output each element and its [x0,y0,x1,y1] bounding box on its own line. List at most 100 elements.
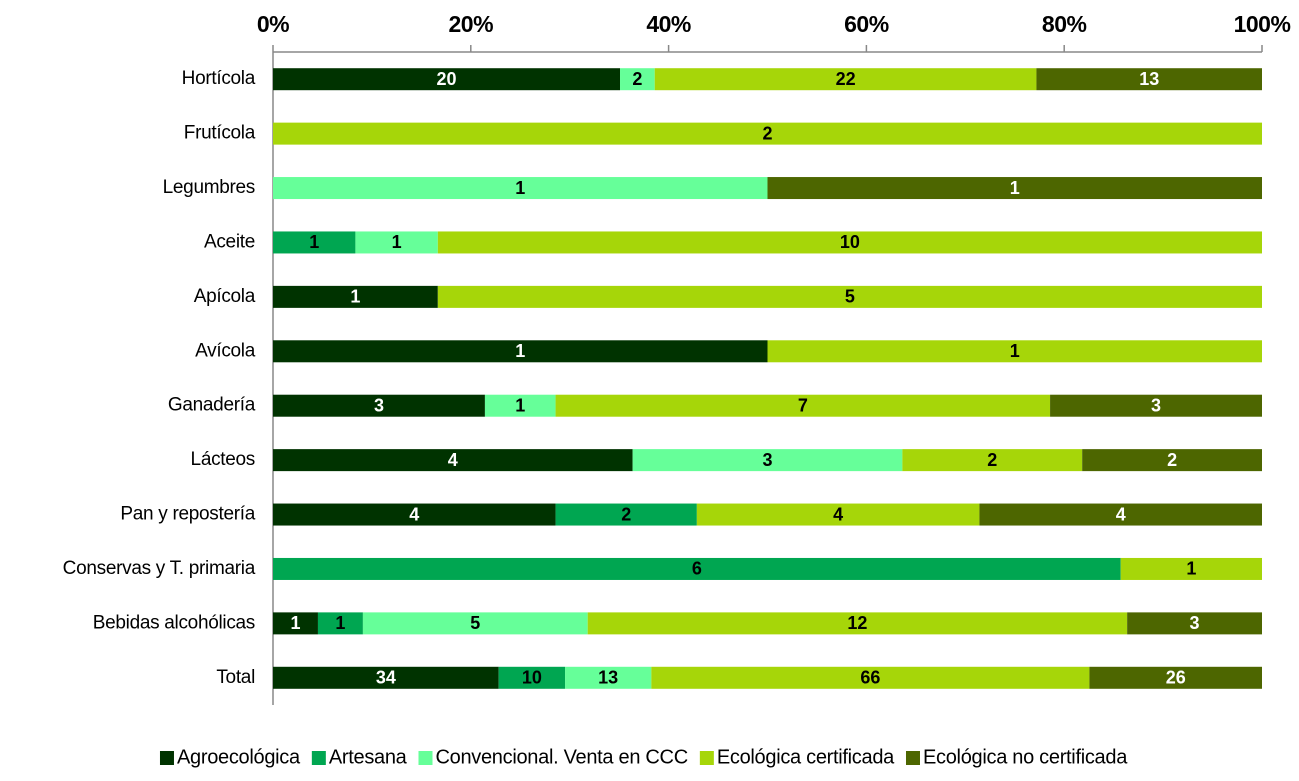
legend-swatch [418,751,433,765]
y-tick-label: Ganadería [168,395,256,416]
bar-segment [273,557,1121,580]
bar-segment [273,285,438,308]
data-label: 5 [845,287,855,307]
data-label: 1 [392,232,402,252]
x-tick-label: 40% [646,11,691,37]
bar-segment [1082,449,1262,472]
bar-segment [273,612,318,635]
legend-swatch [699,751,714,765]
bar-segment [902,449,1083,472]
data-label: 26 [1166,668,1186,688]
bar-segment [1089,666,1262,689]
legend-label: Ecológica certificada [717,746,895,768]
data-label: 5 [470,613,480,633]
x-tick-label: 100% [1234,11,1291,37]
data-label: 4 [448,450,458,470]
bar-segment [651,666,1090,689]
bar-segment [498,666,566,689]
data-label: 2 [762,123,772,143]
bar-segment [317,612,363,635]
data-label: 12 [847,613,867,633]
bar-segment [484,394,556,417]
bar-segment [273,68,621,91]
y-tick-label: Hortícola [182,68,256,89]
legend-label: Ecológica no certificada [923,746,1128,768]
data-label: 34 [376,668,396,688]
y-tick-label: Conservas y T. primaria [63,558,256,579]
x-tick-label: 60% [844,11,889,37]
data-label: 4 [833,504,843,524]
bar-segment [273,340,768,363]
bar-segment [437,231,1262,254]
data-label: 3 [1151,395,1161,415]
bar-segment [1036,68,1262,91]
data-label: 2 [1167,450,1177,470]
bar-segment [273,231,356,254]
data-label: 22 [836,69,856,89]
legend-label: Agroecológica [177,746,301,768]
bar-segment [654,68,1037,91]
data-label: 66 [860,668,880,688]
bar-segment [696,503,980,526]
bar-segment [273,394,485,417]
data-label: 1 [290,613,300,633]
x-tick-label: 80% [1042,11,1087,37]
data-label: 6 [692,559,702,579]
bar-segment [767,340,1262,363]
bar-segment [437,285,1262,308]
bar-segment [555,394,1051,417]
y-tick-label: Avícola [195,340,256,361]
legend-swatch [159,751,174,765]
bar-segment [273,177,768,200]
bar-segment [362,612,588,635]
bar-segment [1050,394,1262,417]
bar-segment [355,231,438,254]
y-tick-label: Pan y repostería [120,504,255,525]
bar-segment [273,122,1262,145]
legend-swatch [311,751,326,765]
data-label: 1 [515,341,525,361]
legend-label: Artesana [329,746,408,768]
data-label: 4 [409,504,419,524]
bar-segment [767,177,1262,200]
data-label: 7 [798,395,808,415]
data-label: 1 [350,287,360,307]
data-label: 1 [1010,341,1020,361]
x-tick-label: 0% [257,11,289,37]
data-label: 1 [335,613,345,633]
data-label: 1 [515,178,525,198]
bar-segment [620,68,655,91]
bar-segment [565,666,652,689]
data-label: 3 [762,450,772,470]
legend-swatch [905,751,920,765]
data-label: 4 [1116,504,1126,524]
y-tick-label: Total [216,667,255,688]
data-label: 1 [515,395,525,415]
data-label: 2 [987,450,997,470]
x-tick-label: 20% [449,11,494,37]
bar-segment [632,449,903,472]
bar-segment [273,666,499,689]
data-label: 3 [374,395,384,415]
bar-segment [273,449,633,472]
data-label: 3 [1190,613,1200,633]
bar-segment [555,503,697,526]
data-label: 1 [1010,178,1020,198]
bar-segment [979,503,1262,526]
y-tick-label: Legumbres [163,177,255,198]
data-label: 2 [632,69,642,89]
bar-segment [1127,612,1262,635]
bar-segment [587,612,1128,635]
y-tick-label: Frutícola [184,123,256,144]
data-label: 1 [1186,559,1196,579]
y-tick-label: Lácteos [191,449,255,470]
bar-segment [273,503,556,526]
data-label: 2 [621,504,631,524]
data-label: 10 [522,668,542,688]
y-tick-label: Aceite [204,231,255,252]
data-label: 1 [309,232,319,252]
data-label: 10 [840,232,860,252]
data-label: 13 [598,668,618,688]
legend: Agroecológica Artesana Convencional. Venta… [159,746,1128,768]
